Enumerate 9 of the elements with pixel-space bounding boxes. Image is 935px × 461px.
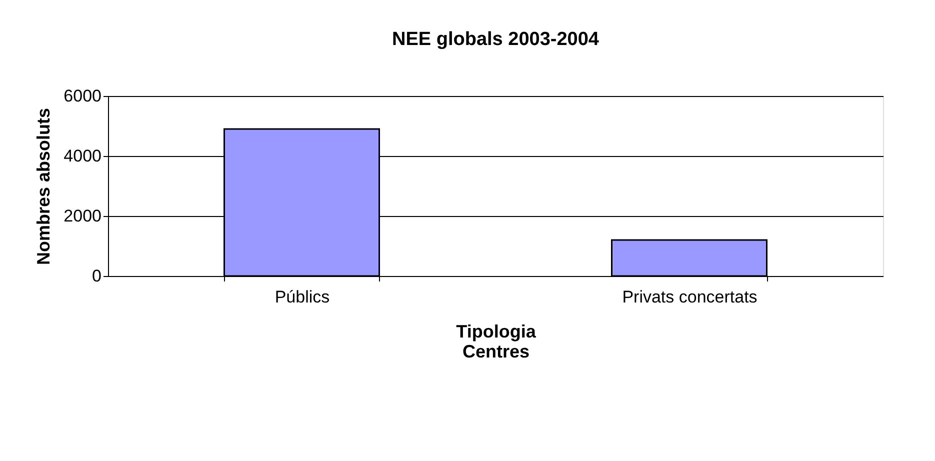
chart-title: NEE globals 2003-2004 — [392, 29, 600, 50]
x-tick-label: Privats concertats — [622, 288, 758, 306]
y-tick-label: 2000 — [64, 206, 102, 226]
x-tick-label: Públics — [274, 288, 330, 306]
y-axis-title: Nombres absoluts — [34, 108, 54, 266]
y-tick-label: 0 — [92, 266, 102, 286]
x-axis-title: Tipologia Centres — [456, 322, 537, 362]
y-tick-label: 4000 — [64, 146, 102, 166]
y-tick-label: 6000 — [64, 86, 102, 106]
